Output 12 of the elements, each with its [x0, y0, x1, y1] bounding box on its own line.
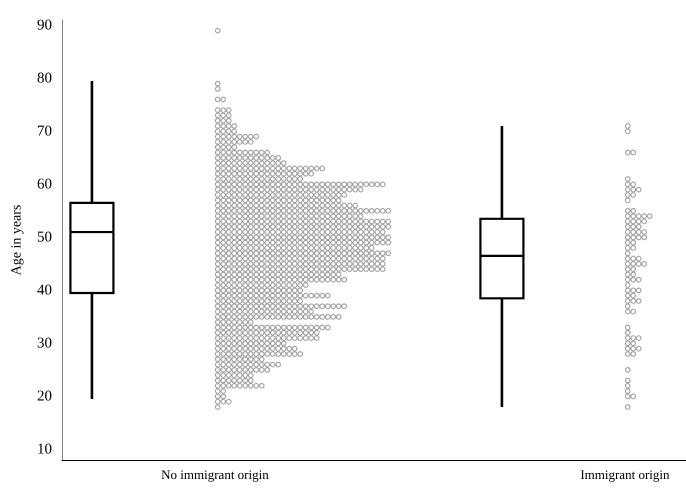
y-tick-label: 80 — [37, 70, 52, 86]
y-tick-label: 60 — [37, 176, 52, 192]
y-tick-label: 30 — [37, 335, 52, 352]
y-tick-label: 20 — [37, 388, 52, 404]
y-axis-title: Age in years — [10, 204, 24, 276]
y-tick-label: 70 — [37, 123, 52, 140]
x-tick-label: Immigrant origin — [580, 467, 670, 482]
y-tick-label: 90 — [37, 17, 52, 34]
x-tick-label: No immigrant origin — [161, 467, 270, 482]
y-tick-label: 40 — [37, 282, 52, 298]
y-tick-label: 50 — [37, 229, 52, 246]
y-tick-label: 10 — [37, 441, 52, 458]
